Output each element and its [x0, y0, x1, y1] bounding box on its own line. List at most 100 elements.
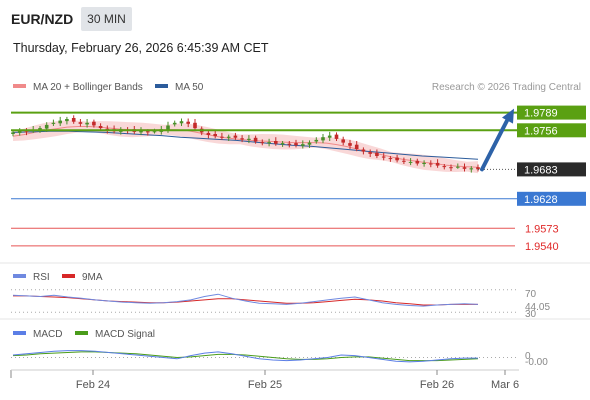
candle-body: [307, 142, 312, 145]
ma20-legend-label: MA 20 + Bollinger Bands: [33, 82, 143, 93]
macd-line: [12, 350, 478, 363]
candle-body: [92, 121, 96, 126]
candle-body: [233, 135, 238, 138]
macd-signal-line: [12, 351, 479, 362]
candle-body: [213, 134, 217, 137]
candle-body: [247, 138, 251, 140]
arrow-head: [502, 108, 514, 124]
candle-body: [354, 144, 359, 149]
candle-body: [462, 167, 467, 169]
timestamp: Thursday, February 26, 2026 6:45:39 AM C…: [13, 41, 269, 55]
macd-tick-zero: 0: [525, 351, 531, 362]
candle-body: [301, 144, 305, 146]
candle-body: [65, 119, 69, 122]
macd-legend-label: MACD: [33, 329, 62, 340]
candle-body: [253, 137, 258, 142]
arrow-shaft: [480, 118, 509, 172]
pair-title: EUR/NZD: [11, 11, 74, 27]
copyright-text: Research © 2026 Trading Central: [432, 82, 581, 93]
candle-body: [172, 122, 177, 125]
bollinger-band-area: [13, 120, 478, 174]
x-tick-label: Feb 24: [76, 379, 110, 391]
rsi-ma-legend-swatch: [62, 274, 75, 278]
rsi-current-value: 44.05: [525, 302, 550, 313]
candle-body: [327, 135, 332, 138]
support-label-text: 1.9628: [524, 194, 558, 206]
candle-body: [294, 143, 298, 146]
candle-body: [456, 166, 460, 168]
candle-body: [11, 132, 15, 134]
ma50-line: [12, 130, 479, 160]
x-tick-label: Mar 6: [491, 379, 519, 391]
candle-body: [98, 126, 103, 129]
candle-body: [51, 122, 56, 124]
resistance-label-box: [517, 105, 586, 120]
rsi-legend-label: RSI: [33, 272, 50, 283]
macd-plot: [11, 350, 519, 363]
rsi-ma-legend-label: 9MA: [82, 272, 103, 283]
projection-arrow: [480, 108, 514, 172]
macd-legend-swatch: [13, 331, 26, 335]
resistance-label-text: 1.9789: [524, 108, 558, 120]
current-price-box: [517, 162, 586, 177]
candle-body: [240, 138, 244, 140]
candle-body: [260, 142, 265, 144]
candle-body: [58, 120, 62, 124]
rsi-tick-70: 70: [525, 289, 537, 300]
candle-body: [476, 167, 480, 170]
ma20-line: [12, 126, 479, 168]
candle-body: [287, 143, 292, 145]
rsi-tick-30: 30: [525, 309, 537, 320]
resistance-label-text: 1.9756: [524, 125, 558, 137]
candle-body: [402, 160, 406, 162]
candle-body: [24, 131, 29, 133]
candle-body: [408, 161, 413, 163]
candle-body: [429, 163, 433, 165]
candle-body: [314, 139, 319, 142]
resistance-label-box: [517, 123, 586, 138]
candlesticks: [11, 115, 480, 173]
chart-header: EUR/NZD 30 MIN: [0, 0, 590, 36]
candle-body: [388, 158, 393, 160]
candle-body: [220, 136, 224, 138]
candle-body: [334, 134, 339, 139]
candle-body: [139, 130, 143, 133]
candle-body: [186, 121, 190, 124]
candle-body: [435, 162, 440, 166]
x-tick-label: Feb 26: [420, 379, 454, 391]
candle-body: [78, 122, 83, 124]
candle-body: [206, 132, 211, 135]
candle-body: [179, 121, 184, 124]
x-axis-ticks: Feb 24 Feb 25 Feb 26 Mar 6: [76, 370, 519, 391]
rsi-line: [12, 293, 479, 307]
rsi-ma-line: [13, 295, 478, 306]
candle-body: [381, 156, 386, 158]
candle-body: [44, 124, 49, 129]
candle-body: [152, 131, 157, 133]
rsi-legend-swatch: [13, 274, 26, 278]
support2-label-text: 1.9540: [525, 241, 559, 253]
candle-body: [415, 160, 420, 164]
timeframe-button[interactable]: 30 MIN: [81, 7, 132, 31]
candle-body: [361, 149, 366, 152]
macd-current-value: -0.00: [525, 357, 548, 368]
candle-body: [17, 130, 22, 133]
moving-averages: [12, 126, 479, 168]
macd-signal-legend-label: MACD Signal: [95, 329, 155, 340]
candle-body: [280, 143, 285, 145]
macd-signal-legend-swatch: [75, 331, 88, 335]
price-levels: 1.9789 1.9756 1.9683 1.9628 1.9573 1.9540: [11, 105, 586, 253]
candle-body: [469, 168, 474, 170]
candle-body: [368, 152, 372, 154]
candle-body: [422, 162, 426, 164]
candle-body: [395, 157, 399, 161]
candle-body: [38, 128, 42, 131]
rsi-plot: [11, 289, 519, 313]
candle-body: [375, 152, 379, 156]
support-label-box: [517, 191, 586, 206]
candle-body: [146, 131, 150, 133]
candle-body: [274, 141, 278, 144]
candle-body: [321, 137, 325, 141]
candle-body: [71, 118, 76, 122]
